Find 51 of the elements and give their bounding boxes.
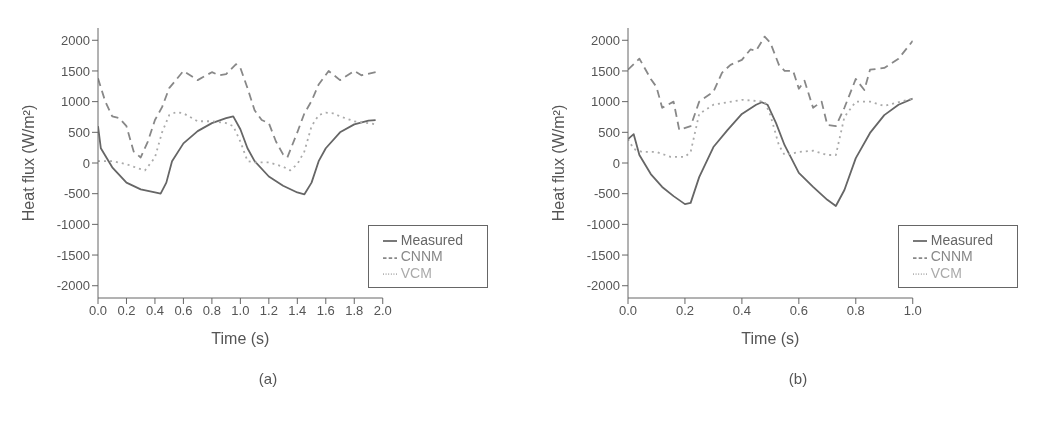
text: (a)	[257, 370, 279, 387]
y-axis-title: Heat flux (W/m²)	[549, 104, 567, 222]
y-tick-label: -500	[63, 186, 90, 202]
x-tick-label: 1.8	[345, 303, 364, 319]
y-tick-label: -1000	[586, 216, 620, 232]
y-tick-label: -1500	[56, 247, 90, 263]
x-tick-label: 2.0	[373, 303, 392, 319]
y-tick-label: 2000	[591, 32, 620, 48]
x-tick-label: 0.0	[88, 303, 108, 319]
legend-label: Measured	[400, 232, 463, 249]
text: (b)	[787, 370, 809, 387]
x-axis-title: Time (s)	[211, 330, 270, 347]
legend-label: CNNM	[930, 248, 973, 265]
legend-label: Measured	[930, 232, 993, 249]
legend-label: VCM	[400, 264, 432, 281]
legend-label: CNNM	[400, 248, 443, 265]
y-tick-label: -500	[593, 186, 620, 202]
x-tick-label: 0.4	[145, 303, 164, 319]
x-tick-label: 0.0	[618, 303, 638, 319]
y-tick-label: 500	[598, 124, 620, 140]
line-series	[628, 97, 913, 158]
line-series	[98, 63, 377, 159]
y-tick-label: 1500	[61, 63, 90, 79]
x-tick-label: 1.0	[231, 303, 250, 319]
x-tick-label: 1.0	[903, 303, 922, 319]
x-tick-label: 0.6	[789, 303, 808, 319]
y-axis-title: Heat flux (W/m²)	[19, 104, 37, 222]
y-tick-label: -2000	[56, 278, 90, 294]
x-tick-label: 1.6	[316, 303, 335, 319]
x-tick-label: 0.8	[846, 303, 865, 319]
legend-label: VCM	[930, 264, 962, 281]
x-tick-label: 1.2	[259, 303, 278, 319]
y-tick-label: 1500	[591, 63, 620, 79]
x-tick-label: 0.2	[675, 303, 694, 319]
x-tick-label: 0.2	[117, 303, 136, 319]
y-tick-label: 2000	[61, 32, 90, 48]
y-tick-label: 1000	[591, 94, 620, 110]
y-tick-label: -2000	[586, 278, 620, 294]
line-series	[628, 35, 913, 131]
line-series	[98, 111, 377, 172]
x-axis-title: Time (s)	[741, 330, 800, 347]
x-tick-label: 0.4	[732, 303, 751, 319]
x-tick-label: 0.6	[174, 303, 193, 319]
y-tick-label: 500	[68, 124, 90, 140]
y-tick-label: 0	[612, 155, 620, 171]
y-tick-label: -1000	[56, 216, 90, 232]
y-tick-label: -1500	[586, 247, 620, 263]
y-tick-label: 1000	[61, 94, 90, 110]
x-tick-label: 1.4	[288, 303, 307, 319]
x-tick-label: 0.8	[202, 303, 221, 319]
y-tick-label: 0	[82, 155, 90, 171]
